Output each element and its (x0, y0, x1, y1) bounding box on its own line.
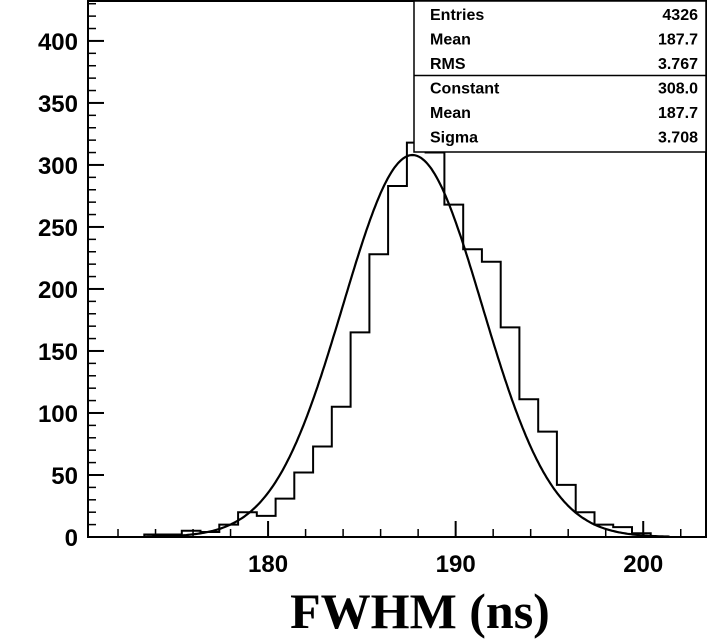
y-tick-label-250: 250 (38, 215, 78, 242)
plot-frame (87, 0, 707, 538)
x-tick-label-200: 200 (623, 551, 663, 578)
stats-box-frame (413, 0, 707, 153)
y-tick-label-300: 300 (38, 153, 78, 180)
stat-value-mean: 187.7 (658, 32, 698, 49)
stat-value-sigma: 3.708 (658, 130, 698, 147)
stat-value-entries: 4326 (662, 7, 698, 24)
stats-box: Entries 4326 Mean 187.7 RMS 3.767 Constant 308.… (413, 0, 707, 153)
y-tick-label-0: 0 (65, 525, 78, 552)
stat-value-rms: 3.767 (658, 56, 698, 73)
stat-label-mean: Mean (430, 32, 471, 49)
y-tick-label-100: 100 (38, 401, 78, 428)
stat-label-mean: Mean (430, 105, 471, 122)
x-axis-title: FWHM (ns) (290, 583, 550, 639)
stat-value-constant: 308.0 (658, 81, 698, 98)
y-tick-label-150: 150 (38, 339, 78, 366)
gaussian-fit-curve (144, 153, 670, 538)
y-tick-label-400: 400 (38, 29, 78, 56)
x-tick-label-180: 180 (248, 551, 288, 578)
stat-label-sigma: Sigma (430, 130, 478, 147)
x-tick-label-190: 190 (436, 551, 476, 578)
plot-area: 0 50 100 150 200 250 300 350 400 180 190 200 (38, 0, 707, 578)
stat-label-constant: Constant (430, 81, 500, 98)
y-tick-label-350: 350 (38, 91, 78, 118)
y-tick-label-200: 200 (38, 277, 78, 304)
histogram-outline (143, 141, 652, 537)
y-tick-label-50: 50 (51, 463, 78, 490)
stat-value-mean: 187.7 (658, 105, 698, 122)
stat-label-rms: RMS (430, 56, 466, 73)
stat-label-entries: Entries (430, 7, 484, 24)
